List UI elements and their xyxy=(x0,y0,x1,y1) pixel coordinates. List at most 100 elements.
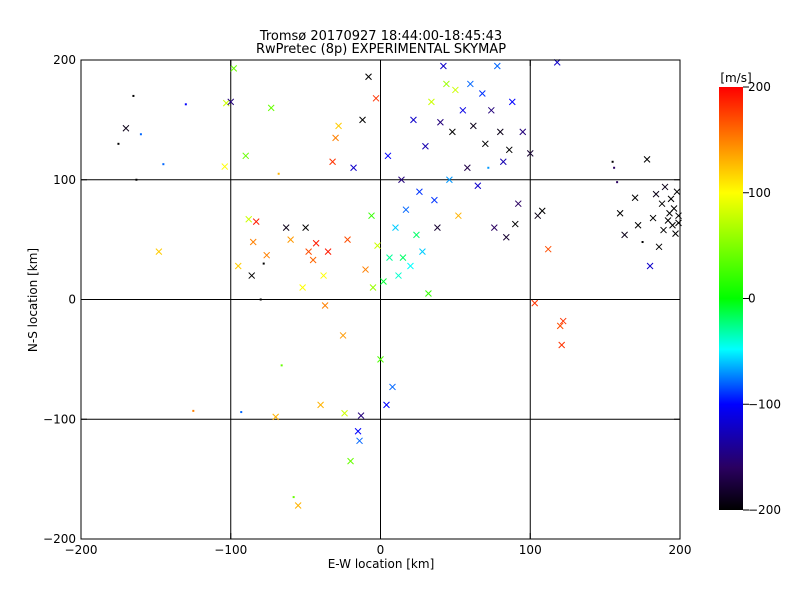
x-tick-label: 0 xyxy=(377,543,385,557)
data-point xyxy=(673,188,681,196)
data-point xyxy=(646,262,654,270)
data-point xyxy=(249,238,257,246)
data-point xyxy=(556,322,564,330)
data-point xyxy=(466,80,474,88)
data-point xyxy=(320,272,327,279)
data-point xyxy=(374,242,381,249)
data-point xyxy=(230,65,238,72)
data-point xyxy=(675,212,682,220)
data-point xyxy=(329,158,336,166)
y-tick-label: 200 xyxy=(53,53,76,67)
data-points xyxy=(117,59,682,509)
data-point xyxy=(282,224,290,232)
data-point xyxy=(398,176,405,184)
data-point xyxy=(511,220,519,228)
data-point xyxy=(122,124,130,132)
data-point xyxy=(508,98,516,106)
data-point xyxy=(407,262,414,270)
data-point xyxy=(559,317,567,325)
data-point xyxy=(335,122,342,130)
data-point xyxy=(272,413,280,421)
data-point xyxy=(332,134,339,142)
data-point xyxy=(474,182,482,190)
chart-subtitle: RwPretec (8p) EXPERIMENTAL SKYMAP xyxy=(256,42,506,57)
data-point xyxy=(514,200,522,208)
colorbar-label: [m/s] xyxy=(720,71,751,85)
data-point xyxy=(611,160,614,163)
data-point xyxy=(675,219,682,227)
data-point xyxy=(631,194,639,202)
data-point xyxy=(380,278,387,285)
data-point xyxy=(416,188,423,196)
data-point xyxy=(493,62,501,70)
data-point xyxy=(132,94,135,97)
grid-lines xyxy=(81,60,680,539)
colorbar-ticks: 200 100 0 −100 −200 xyxy=(743,80,781,517)
data-point xyxy=(384,152,392,160)
data-point xyxy=(242,152,250,160)
data-point xyxy=(395,272,402,279)
colorbar-tick-label: 0 xyxy=(748,292,756,306)
data-point xyxy=(287,236,295,243)
data-point xyxy=(277,172,280,175)
data-point xyxy=(386,254,393,261)
data-point xyxy=(227,98,235,106)
data-point xyxy=(531,299,539,307)
data-point xyxy=(184,103,187,106)
data-point xyxy=(434,224,441,232)
data-point xyxy=(449,128,456,136)
y-tick-label: −200 xyxy=(43,532,76,546)
data-point xyxy=(613,166,616,169)
data-point xyxy=(248,272,256,279)
data-point xyxy=(280,364,283,367)
data-point xyxy=(652,190,660,198)
data-point xyxy=(428,98,435,106)
data-point xyxy=(372,94,380,102)
data-point xyxy=(544,245,552,253)
data-point xyxy=(437,118,444,126)
data-point xyxy=(368,212,375,220)
data-point xyxy=(155,248,163,255)
data-point xyxy=(365,73,372,81)
data-point xyxy=(558,341,566,349)
data-point xyxy=(672,230,679,237)
data-point xyxy=(399,254,407,261)
axis-ticks: −200 −100 0 100 200 −200 −100 0 100 200 xyxy=(43,53,691,557)
data-point xyxy=(440,62,447,70)
data-point xyxy=(192,409,195,412)
data-point xyxy=(505,146,513,154)
data-point xyxy=(389,383,396,391)
data-point xyxy=(317,401,324,409)
data-point xyxy=(452,86,459,94)
x-tick-label: 100 xyxy=(519,543,542,557)
data-point xyxy=(312,239,320,247)
data-point xyxy=(459,106,467,114)
colorbar-tick-label: −200 xyxy=(748,503,781,517)
data-point xyxy=(538,207,546,215)
data-point xyxy=(670,205,678,212)
data-point xyxy=(267,104,275,112)
data-point xyxy=(162,163,165,166)
data-point xyxy=(354,427,362,435)
data-point xyxy=(339,332,347,339)
data-point xyxy=(649,214,657,222)
data-point xyxy=(616,181,619,184)
x-tick-label: −200 xyxy=(65,543,98,557)
data-point xyxy=(422,142,429,150)
data-point xyxy=(410,116,417,124)
data-point xyxy=(135,178,138,181)
data-point xyxy=(526,150,534,157)
data-point xyxy=(383,401,390,409)
data-point xyxy=(499,158,507,166)
data-point xyxy=(469,122,477,130)
data-point xyxy=(487,106,495,114)
data-point xyxy=(419,248,426,255)
data-point xyxy=(324,248,332,255)
data-point xyxy=(262,262,265,265)
data-point xyxy=(431,196,438,204)
data-point xyxy=(487,166,490,169)
x-tick-label: 200 xyxy=(669,543,692,557)
data-point xyxy=(481,140,489,148)
colorbar-tick-label: −100 xyxy=(748,397,781,411)
data-point xyxy=(294,502,302,509)
